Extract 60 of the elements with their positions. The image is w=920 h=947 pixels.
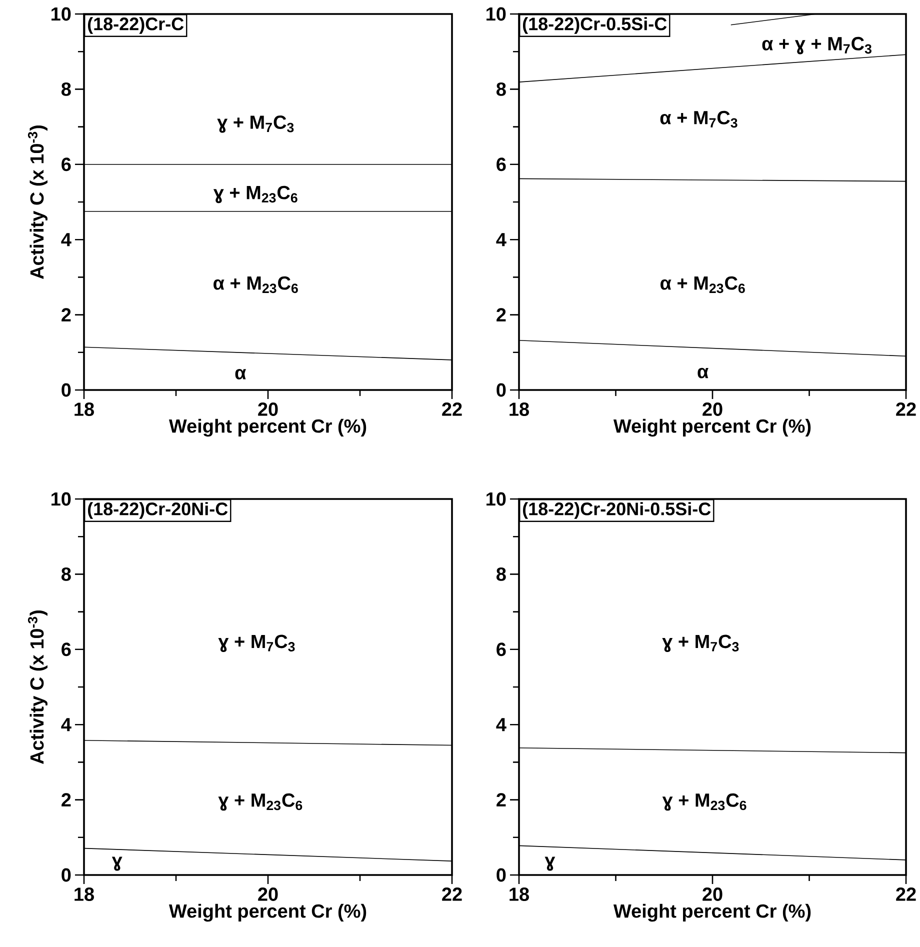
y-tick-label: 0	[496, 383, 506, 397]
x-tick-label: 20	[702, 888, 722, 901]
y-tick-label: 10	[52, 492, 71, 506]
x-tick-label: 18	[74, 888, 94, 901]
annotation: ɣ + M$_{23}$C$_{6}$	[218, 793, 302, 811]
x-tick-label: 18	[74, 402, 94, 416]
y-tick-label: 4	[496, 233, 506, 246]
y-tick-label: 8	[62, 567, 71, 581]
annotation: ɣ + M$_{7}$C$_{3}$	[217, 116, 294, 133]
chart-title: (18-22)Cr-20Ni-C	[88, 502, 228, 519]
y-tick-label: 2	[496, 793, 506, 806]
annotation: α + ɣ + M$_{7}$C$_{3}$	[762, 36, 872, 54]
y-tick-label: 4	[61, 718, 72, 732]
x-tick-label: 18	[510, 888, 530, 901]
x-tick-label: 20	[258, 888, 278, 901]
y-tick-label: 6	[62, 642, 71, 656]
chart-title: (18-22)Cr-20Ni-0.5Si-C	[523, 502, 711, 519]
y-axis-title: Activity C (x 10$^{-3}$)	[28, 610, 48, 764]
y-tick-label: 6	[496, 642, 506, 656]
x-axis-title: Weight percent Cr (%)	[169, 418, 366, 437]
y-tick-label: 2	[62, 308, 71, 322]
y-tick-label: 8	[496, 567, 506, 581]
y-tick-label: 4	[496, 718, 506, 732]
y-tick-label: 10	[52, 7, 71, 21]
x-tick-label: 22	[442, 888, 462, 901]
x-tick-label: 22	[896, 402, 916, 416]
y-tick-label: 4	[61, 233, 72, 246]
annotation: ɣ + M$_{23}$C$_{6}$	[214, 186, 298, 204]
y-tick-label: 2	[496, 308, 506, 322]
annotation: α	[698, 368, 709, 378]
annotation: α + M$_{7}$C$_{3}$	[660, 110, 738, 128]
x-tick-label: 22	[896, 888, 916, 901]
x-tick-label: 20	[702, 402, 722, 416]
y-axis-title: Activity C (x 10$^{-3}$)	[28, 126, 48, 279]
annotation: ɣ + M$_{7}$C$_{3}$	[662, 634, 739, 652]
x-axis-title: Weight percent Cr (%)	[614, 904, 811, 922]
x-axis-title: Weight percent Cr (%)	[169, 904, 366, 922]
annotation: ɣ	[544, 856, 556, 871]
y-tick-label: 0	[496, 868, 506, 882]
y-tick-label: 10	[486, 492, 506, 506]
y-tick-label: 0	[62, 868, 71, 882]
x-tick-label: 18	[510, 402, 530, 416]
y-tick-label: 6	[62, 158, 71, 172]
annotation: α + M$_{23}$C$_{6}$	[660, 276, 745, 294]
y-tick-label: 2	[62, 793, 71, 806]
y-tick-label: 0	[62, 383, 71, 397]
annotation: α + M$_{23}$C$_{6}$	[214, 276, 298, 294]
y-tick-label: 8	[62, 82, 71, 96]
chart-title: (18-22)Cr-C	[88, 17, 184, 34]
annotation: ɣ + M$_{23}$C$_{6}$	[662, 793, 746, 811]
x-tick-label: 20	[258, 402, 278, 416]
chart-title: (18-22)Cr-0.5Si-C	[523, 17, 667, 34]
y-tick-label: 6	[496, 158, 506, 172]
x-tick-label: 22	[442, 402, 462, 416]
x-axis-title: Weight percent Cr (%)	[614, 418, 811, 437]
annotation: ɣ	[112, 856, 122, 871]
y-tick-label: 10	[486, 7, 506, 21]
y-tick-label: 8	[496, 82, 506, 96]
annotation: α	[235, 368, 246, 380]
annotation: ɣ + M$_{7}$C$_{3}$	[218, 634, 295, 652]
